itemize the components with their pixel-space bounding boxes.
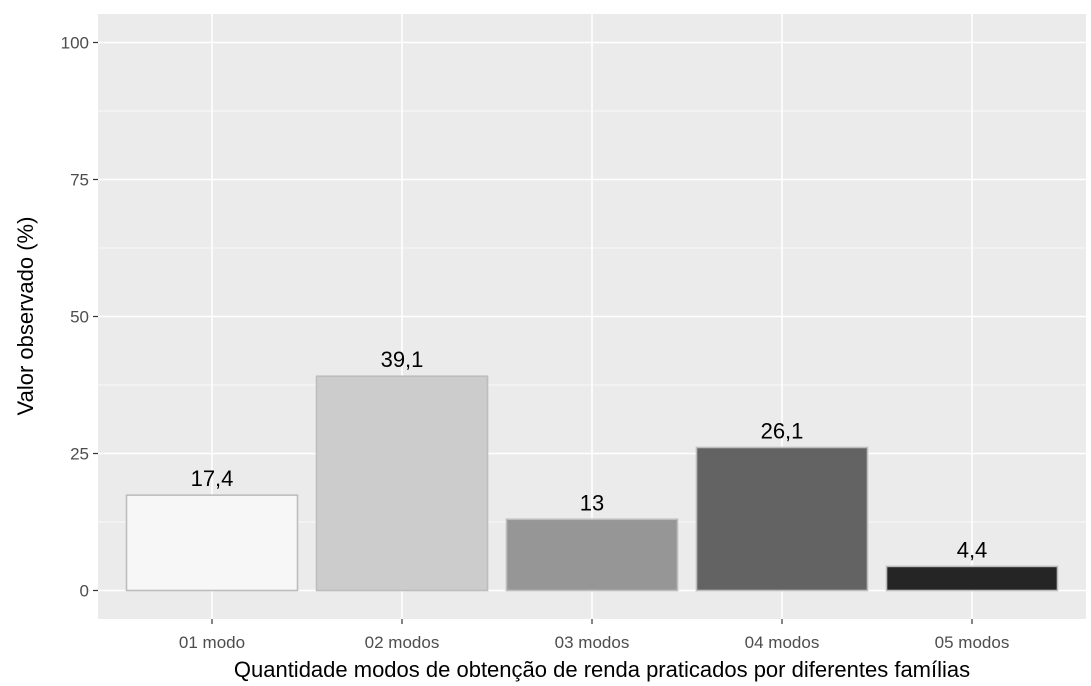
x-tick-label: 05 modos: [935, 633, 1010, 652]
bar-value-label: 17,4: [191, 466, 234, 491]
x-tick-label: 03 modos: [555, 633, 630, 652]
x-axis: 01 modo 02 modos 03 modos 04 modos 05 modos: [179, 619, 1009, 652]
bar: [695, 446, 869, 592]
x-tick-label: 04 modos: [745, 633, 820, 652]
y-tick-label: 75: [70, 171, 89, 190]
bars: [125, 375, 1059, 592]
x-axis-title: Quantidade modos de obtenção de renda pr…: [234, 657, 970, 682]
bar-value-label: 26,1: [761, 418, 804, 443]
x-tick-label: 02 modos: [365, 633, 440, 652]
bar: [315, 375, 489, 592]
bar: [125, 494, 299, 592]
bar: [505, 518, 679, 592]
bar: [885, 565, 1059, 592]
x-tick-label: 01 modo: [179, 633, 245, 652]
bar-value-label: 13: [580, 490, 604, 515]
bar-value-label: 39,1: [381, 347, 424, 372]
y-tick-label: 25: [70, 445, 89, 464]
bar-value-label: 4,4: [957, 537, 988, 562]
y-tick-label: 50: [70, 308, 89, 327]
y-axis: 0 25 50 75 100: [61, 34, 98, 601]
y-axis-title: Valor observado (%): [13, 217, 38, 416]
y-tick-label: 100: [61, 34, 89, 53]
data-labels: 17,4 39,1 13 26,1 4,4: [191, 347, 988, 562]
y-tick-label: 0: [80, 582, 89, 601]
